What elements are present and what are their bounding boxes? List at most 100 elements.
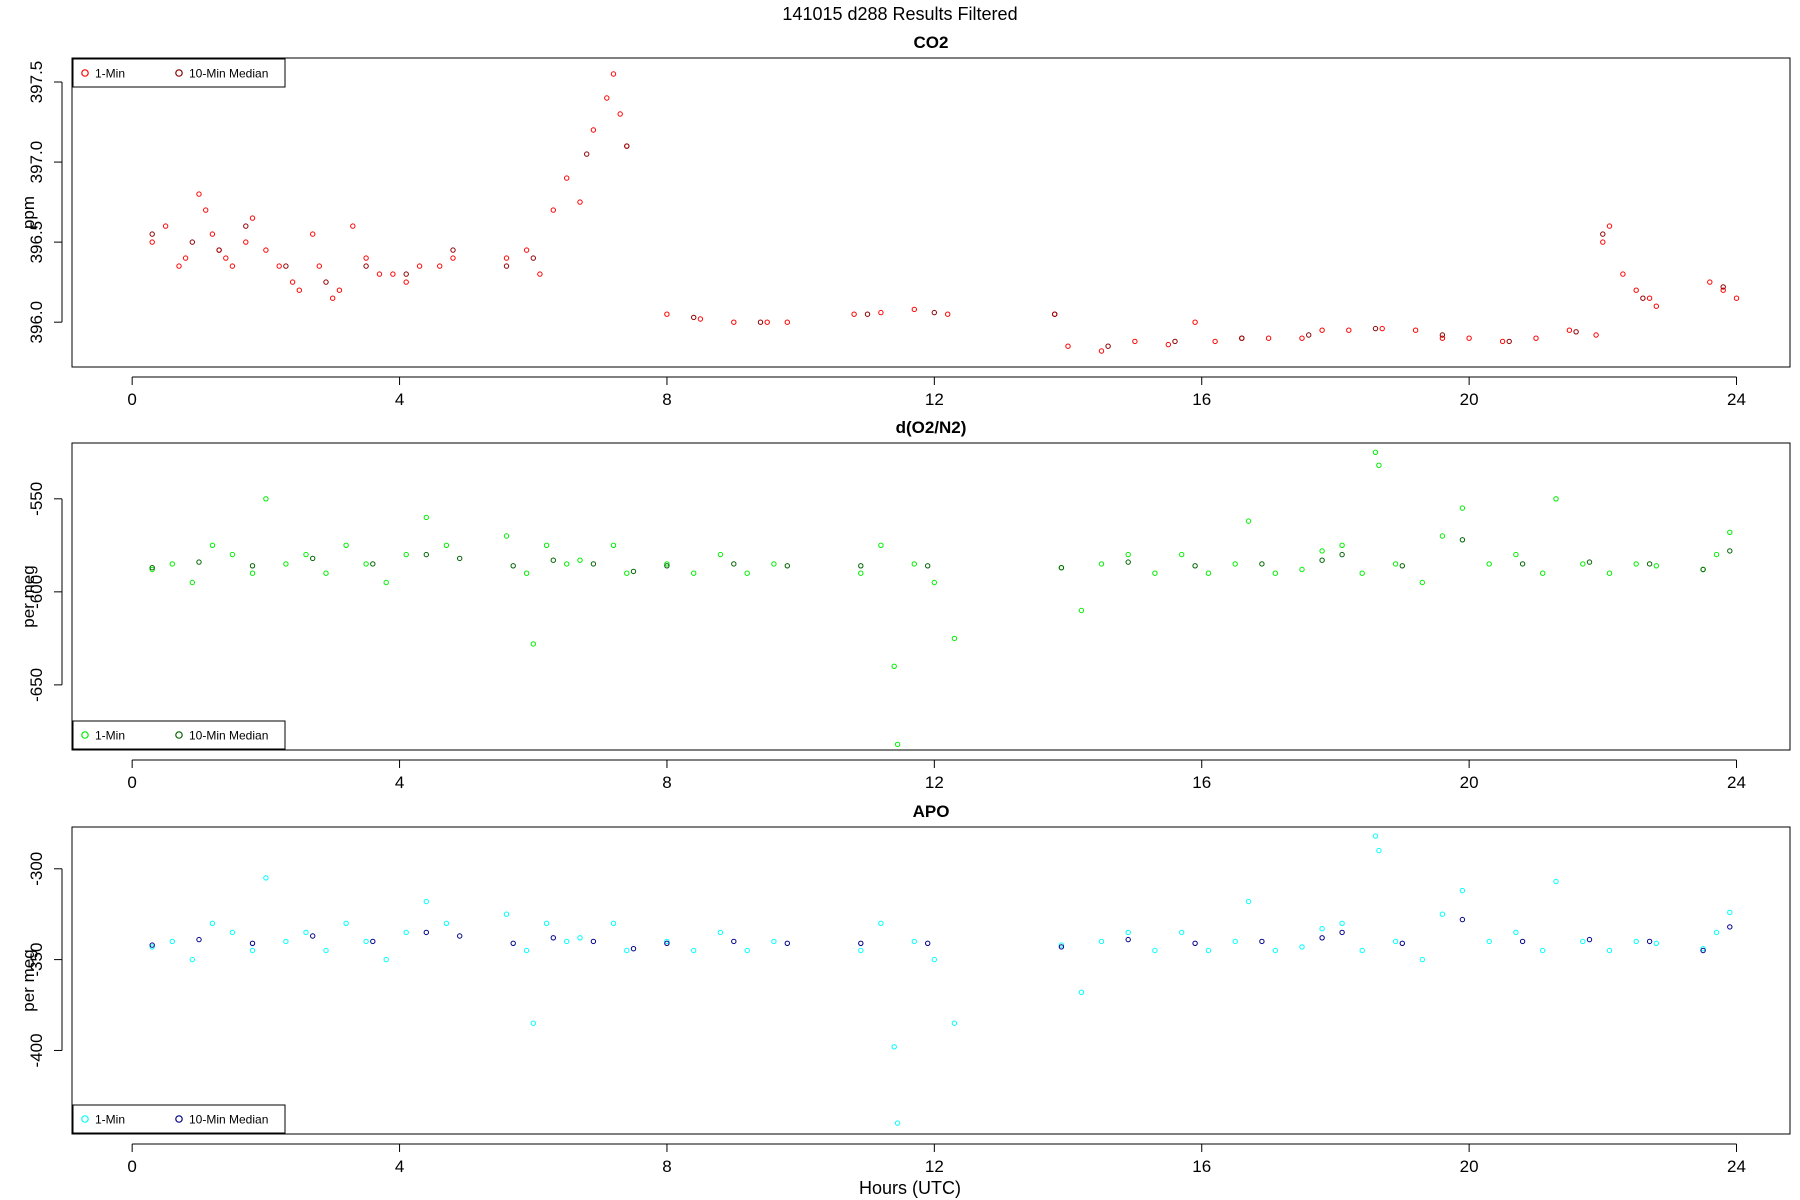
data-point — [951, 635, 958, 642]
data-point — [691, 947, 697, 954]
data-point — [1376, 462, 1382, 468]
data-point — [1586, 936, 1593, 943]
data-point — [523, 247, 530, 253]
data-point — [403, 271, 409, 277]
data-point — [1192, 319, 1198, 325]
y-tick-label: 397.5 — [27, 61, 46, 104]
data-point — [1419, 579, 1426, 586]
data-point — [1486, 938, 1492, 945]
data-point — [1205, 570, 1212, 576]
data-point — [283, 938, 289, 945]
data-point — [229, 551, 236, 558]
data-point — [1372, 449, 1379, 455]
data-point — [229, 929, 236, 936]
data-point — [316, 263, 322, 269]
data-point — [1065, 343, 1071, 349]
data-point — [403, 279, 409, 285]
legend-label: 1-Min — [95, 729, 125, 743]
data-point — [363, 938, 369, 945]
data-point — [564, 938, 570, 945]
data-point — [1339, 542, 1345, 548]
data-point — [784, 940, 790, 946]
data-point — [1646, 561, 1653, 567]
data-point — [1553, 496, 1559, 502]
data-point — [1653, 563, 1660, 569]
data-point — [169, 561, 176, 567]
data-point — [1727, 924, 1733, 930]
data-point — [423, 898, 429, 905]
data-point — [149, 565, 155, 571]
data-point — [530, 641, 536, 647]
y-tick-label: -350 — [27, 943, 46, 977]
series-one-min — [149, 833, 1733, 1126]
data-point — [1098, 348, 1105, 354]
data-point — [249, 563, 256, 569]
legend-symbol — [175, 1115, 183, 1123]
data-point — [457, 555, 463, 562]
data-point — [1299, 335, 1305, 341]
data-point — [624, 570, 630, 576]
data-point — [1633, 287, 1639, 293]
data-point — [323, 947, 329, 954]
data-point — [1125, 929, 1131, 936]
data-point — [182, 255, 189, 261]
y-axis-label: per meg — [19, 565, 38, 627]
data-point — [1713, 929, 1720, 936]
data-point — [945, 311, 951, 317]
data-point — [878, 920, 884, 926]
data-point — [203, 207, 209, 213]
data-point — [289, 279, 296, 285]
data-point — [149, 231, 155, 237]
data-point — [390, 271, 396, 277]
data-point — [1466, 335, 1472, 341]
data-point — [1098, 561, 1105, 567]
y-axis-label: per meg — [19, 949, 38, 1011]
data-point — [343, 920, 349, 926]
data-point — [691, 570, 697, 576]
data-point — [577, 557, 583, 563]
data-point — [403, 929, 409, 936]
x-tick-label: 4 — [395, 1157, 404, 1176]
data-point — [1653, 303, 1660, 309]
data-point — [1192, 940, 1198, 946]
legend-box — [72, 1104, 286, 1134]
data-point — [296, 287, 302, 293]
data-point — [1359, 947, 1365, 954]
y-tick-label: 396.0 — [27, 301, 46, 344]
data-point — [376, 271, 383, 277]
data-point — [1439, 335, 1446, 341]
data-point — [577, 199, 583, 205]
data-point — [263, 247, 269, 253]
data-point — [864, 311, 871, 317]
data-point — [1232, 938, 1238, 945]
data-point — [1533, 335, 1539, 341]
y-tick-label: 397.0 — [27, 141, 46, 184]
panel-title: CO2 — [914, 33, 949, 52]
data-point — [1506, 338, 1512, 345]
data-point — [911, 306, 917, 313]
data-point — [1125, 559, 1131, 565]
data-point — [1319, 926, 1325, 932]
data-point — [564, 561, 570, 567]
data-point — [1700, 566, 1706, 573]
data-point — [1513, 551, 1519, 558]
series-one-min — [149, 71, 1740, 354]
data-point — [757, 319, 764, 325]
data-point — [1720, 287, 1726, 293]
data-point — [543, 542, 550, 548]
panels: CO2 ppm 0 4 8 12 16 20 24 396.0 396.5 397.0 397.5 1-M… — [19, 33, 1791, 1176]
data-point — [383, 956, 389, 963]
data-point — [283, 561, 289, 567]
data-point — [1052, 311, 1058, 317]
data-point — [1580, 561, 1586, 567]
data-point — [189, 579, 196, 586]
y-tick-label: -550 — [27, 482, 46, 516]
data-point — [894, 741, 901, 748]
x-tick-label: 16 — [1192, 390, 1211, 409]
data-point — [1359, 570, 1365, 576]
data-point — [1105, 343, 1111, 349]
data-point — [523, 570, 530, 576]
series-one-min — [149, 449, 1733, 748]
data-point — [1245, 898, 1252, 905]
